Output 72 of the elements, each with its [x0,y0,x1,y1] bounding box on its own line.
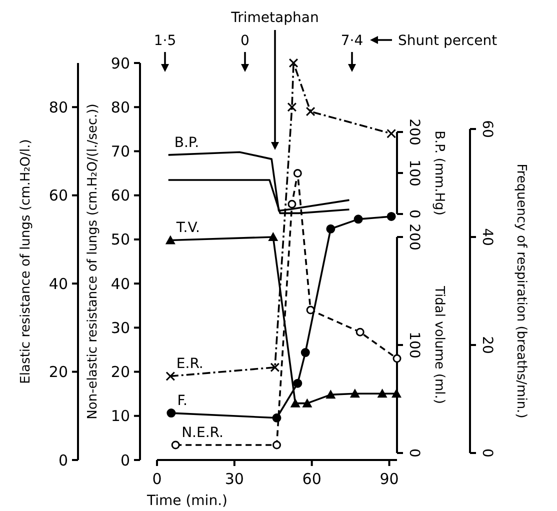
y2-tick-label: 0 [479,448,495,458]
y-tick-label: 20 [48,363,68,382]
point [350,388,360,398]
point [354,214,363,224]
y2-tick-label: 60 [479,120,495,138]
y2-tick-label: 40 [479,228,495,246]
point [288,200,296,208]
series-label: B.P. [174,134,200,151]
point [293,169,302,178]
series-label: F. [177,393,188,410]
text: 7·4 [340,33,364,49]
y2-axis-title: Tidal volume (ml.) [432,285,447,404]
point [386,212,396,221]
y2-tick-label: 0 [406,448,422,458]
y-tick-label: 80 [48,98,68,116]
y-tick-label: 90 [110,54,130,72]
point [356,328,364,336]
y-tick-label: 40 [110,274,130,293]
text: 1·5 [154,33,176,49]
y-tick-label: 60 [48,186,68,205]
y-tick-label: 80 [110,98,130,116]
point [326,390,336,399]
y-tick-label: 50 [110,230,130,249]
y2-tick-label: 100 [406,332,422,358]
point [377,388,388,398]
y-tick-label: 0 [58,451,68,470]
point [290,398,300,408]
y-tick-label: 70 [110,142,130,160]
x-tick-label: 30 [224,470,244,488]
y-tick-label: 20 [110,363,130,382]
point [289,58,298,68]
y2-tick-label: 200 [406,224,422,250]
point [391,388,402,398]
point [326,224,336,234]
y2-axis-title: B.P. (mm.Hg) [432,130,447,216]
series-label: T.V. [175,220,200,236]
point [268,232,278,241]
point [272,440,281,450]
y2-tick-label: 100 [406,160,422,186]
y-tick-label: 10 [110,407,130,426]
y2-axis-title: Frequency of respiration (breaths/min.) [514,164,529,418]
point [166,372,175,381]
y-axis-title: Elastic resistance of lungs (cm.H₂O/l.) [18,139,34,384]
series-label: E.R. [176,356,204,372]
y-axis-title: Non-elastic resistance of lungs (cm.H₂O/(l./sec.)) [86,104,101,420]
y-tick-label: 60 [110,186,130,205]
point [386,129,396,138]
x-tick-label: 60 [302,470,322,488]
y2-tick-label: 0 [406,210,422,218]
point [166,408,176,418]
y-tick-label: 0 [120,451,130,470]
x-axis-title: Time (min.) [146,493,228,509]
point [171,440,180,450]
x-tick-label: 90 [380,470,399,488]
point [302,398,312,408]
text: Shunt percent [398,33,498,49]
point [165,235,176,244]
text: 0 [240,33,250,49]
point [287,102,296,112]
point [293,378,302,388]
point [270,362,280,372]
point [306,107,316,116]
y2-tick-label: 200 [406,118,422,146]
y-tick-label: 40 [48,274,68,293]
series-label: N.E.R. [182,425,224,441]
text: Trimetaphan [230,10,319,26]
point [306,306,315,314]
x-tick-label: 0 [152,470,162,488]
y-tick-label: 30 [110,318,130,337]
point [392,354,402,363]
point [300,348,310,358]
y2-tick-label: 20 [479,336,495,354]
